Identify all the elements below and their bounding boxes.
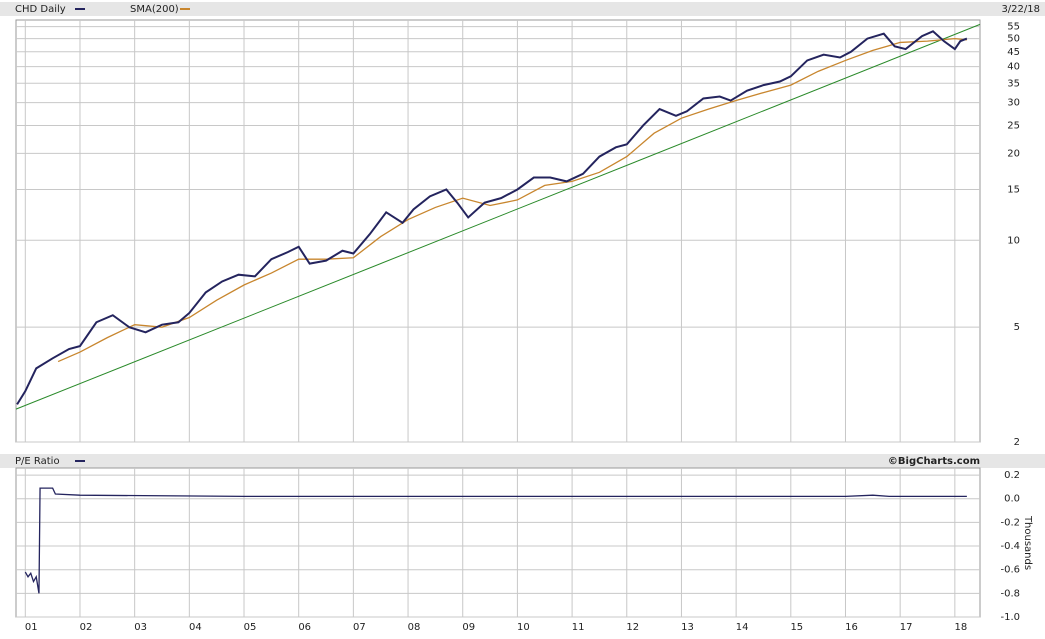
y-tick-label: 0.0 xyxy=(1004,494,1020,505)
x-tick-label: 13 xyxy=(681,622,694,633)
x-tick-label: 10 xyxy=(517,622,530,633)
y-tick-label: -0.8 xyxy=(1000,588,1020,599)
x-tick-label: 04 xyxy=(189,622,202,633)
x-tick-label: 16 xyxy=(845,622,858,633)
y-tick-label: 55 xyxy=(1007,22,1020,33)
plot-frame xyxy=(15,467,981,618)
x-tick-label: 01 xyxy=(25,622,38,633)
y-tick-label: 10 xyxy=(1007,235,1020,246)
legend-label: P/E Ratio xyxy=(15,456,60,467)
series-line xyxy=(57,37,967,363)
y-tick-label: 30 xyxy=(1007,98,1020,109)
x-tick-label: 02 xyxy=(80,622,93,633)
y-tick-label: 50 xyxy=(1007,34,1020,45)
x-tick-label: 14 xyxy=(736,622,749,633)
source-label: ©BigCharts.com xyxy=(888,456,980,467)
y-tick-label: -1.0 xyxy=(1000,612,1020,623)
series-line xyxy=(24,487,967,594)
x-tick-label: 03 xyxy=(134,622,147,633)
y-tick-label: 15 xyxy=(1007,184,1020,195)
y-tick-label: 45 xyxy=(1007,47,1020,58)
header-bar xyxy=(0,454,1045,468)
y-tick-label: -0.2 xyxy=(1000,517,1020,528)
x-tick-label: 15 xyxy=(790,622,803,633)
trend-line xyxy=(15,23,981,410)
x-tick-label: 18 xyxy=(954,622,967,633)
y-tick-label: 20 xyxy=(1007,148,1020,159)
header-bar xyxy=(0,2,1045,16)
x-tick-label: 06 xyxy=(298,622,311,633)
x-tick-label: 11 xyxy=(572,622,585,633)
y-tick-label: 0.2 xyxy=(1004,470,1020,481)
y-tick-label: 5 xyxy=(1014,322,1020,333)
y-tick-label: 2 xyxy=(1014,437,1020,448)
legend-label: CHD Daily xyxy=(15,4,66,15)
date-label: 3/22/18 xyxy=(1001,4,1040,15)
x-tick-label: 08 xyxy=(408,622,421,633)
legend-label: SMA(200) xyxy=(130,4,179,15)
series-line xyxy=(16,30,968,405)
y-tick-label: -0.6 xyxy=(1000,565,1020,576)
y-tick-label: 35 xyxy=(1007,78,1020,89)
y-tick-label: 40 xyxy=(1007,62,1020,73)
x-tick-label: 12 xyxy=(626,622,639,633)
x-tick-label: 09 xyxy=(462,622,475,633)
x-tick-label: 17 xyxy=(900,622,913,633)
y-tick-label: -0.4 xyxy=(1000,541,1020,552)
y-axis-label: Thousands xyxy=(1022,515,1033,570)
x-tick-label: 07 xyxy=(353,622,366,633)
y-tick-label: 25 xyxy=(1007,120,1020,131)
x-tick-label: 05 xyxy=(244,622,257,633)
